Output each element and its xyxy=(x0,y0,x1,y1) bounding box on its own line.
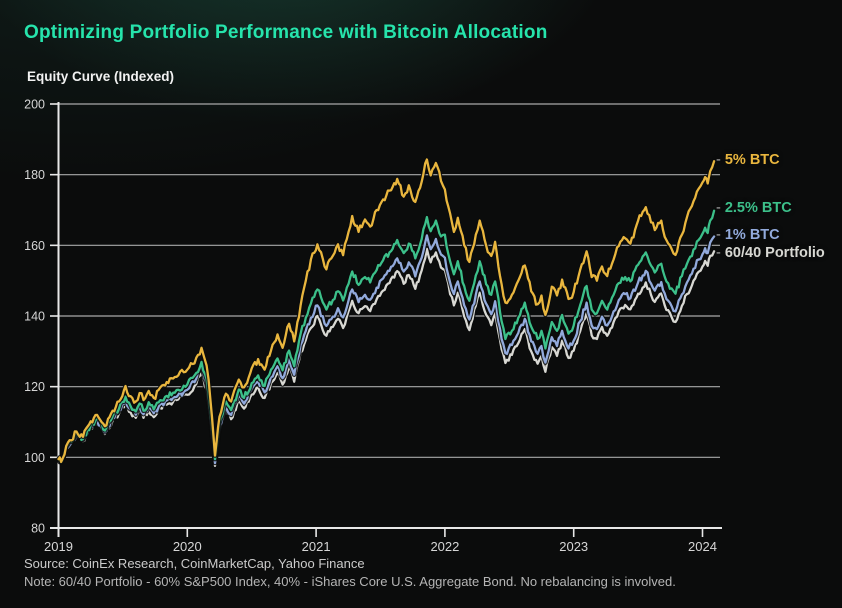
svg-text:2019: 2019 xyxy=(44,539,73,554)
legend-label-2-5pct-btc: -2.5% BTC xyxy=(716,200,792,216)
legend-tick-dash: - xyxy=(716,245,721,261)
svg-text:80: 80 xyxy=(31,522,45,536)
svg-text:2020: 2020 xyxy=(173,539,202,554)
page-title: Optimizing Portfolio Performance with Bi… xyxy=(24,22,548,43)
legend-text: 2.5% BTC xyxy=(724,200,792,216)
series-line-5% BTC xyxy=(57,158,716,464)
series-line-1% BTC xyxy=(57,234,716,465)
svg-text:2021: 2021 xyxy=(302,539,331,554)
svg-text:2023: 2023 xyxy=(559,539,588,554)
svg-text:2024: 2024 xyxy=(688,539,717,554)
legend-text: 1% BTC xyxy=(724,227,780,243)
x-axis-labels: 2019 2020 2021 2022 2023 2024 xyxy=(44,539,717,554)
legend-label-1pct-btc: -1% BTC xyxy=(716,227,780,243)
legend-text: 5% BTC xyxy=(724,152,780,168)
y-axis-labels: 80 100 120 140 160 180 200 xyxy=(24,98,45,536)
source-text: Source: CoinEx Research, CoinMarketCap, … xyxy=(24,556,365,571)
svg-text:140: 140 xyxy=(24,310,45,324)
series-line-60/40 Portfolio xyxy=(57,247,716,467)
svg-text:2022: 2022 xyxy=(430,539,459,554)
legend-label-60-40: -60/40 Portfolio xyxy=(716,245,825,261)
svg-text:120: 120 xyxy=(24,380,45,394)
axes xyxy=(50,102,722,537)
legend-text: 60/40 Portfolio xyxy=(724,245,825,261)
series-outline-1% BTC xyxy=(56,233,717,466)
svg-text:180: 180 xyxy=(24,168,45,182)
legend-tick-dash: - xyxy=(716,152,721,168)
legend-tick-dash: - xyxy=(716,200,721,216)
svg-text:160: 160 xyxy=(24,239,45,253)
chart-subtitle: Equity Curve (Indexed) xyxy=(27,69,175,84)
legend-label-5pct-btc: -5% BTC xyxy=(716,152,780,168)
svg-text:200: 200 xyxy=(24,98,45,112)
series-line-2.5% BTC xyxy=(57,209,716,464)
note-text: Note: 60/40 Portfolio - 60% S&P500 Index… xyxy=(24,574,676,589)
legend-tick-dash: - xyxy=(716,227,721,243)
series-outline-60/40 Portfolio xyxy=(56,246,717,469)
svg-text:100: 100 xyxy=(24,451,45,465)
series-lines xyxy=(56,157,717,469)
